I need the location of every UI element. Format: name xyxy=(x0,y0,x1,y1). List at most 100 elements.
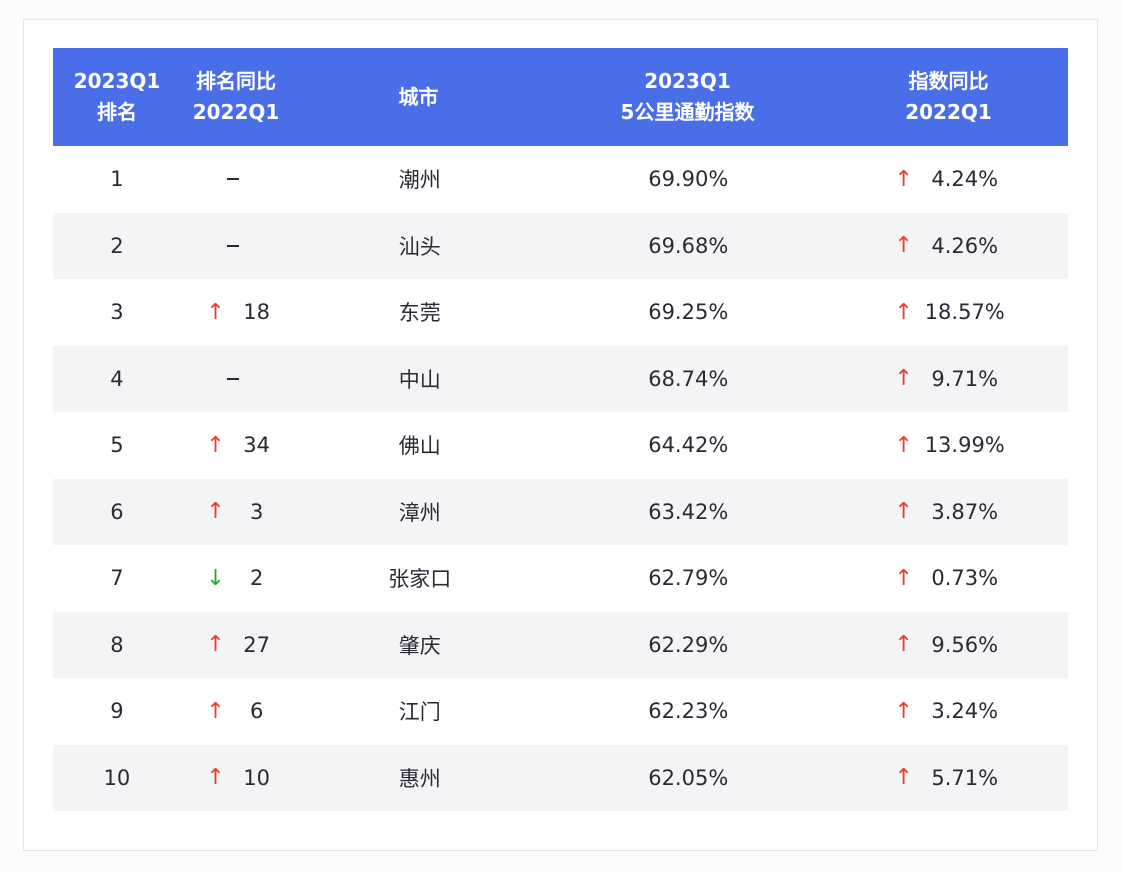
index-change-cell: ↑ 9.71% xyxy=(829,366,1068,391)
header-city-label: 城市 xyxy=(398,84,439,109)
table-row: 7 ↓ 2 张家口 62.79% ↑ 0.73% xyxy=(53,545,1068,612)
city-name: 佛山 xyxy=(398,434,441,459)
header-rank-change-line1: 排名同比 xyxy=(196,69,276,93)
rank-value: 1 xyxy=(110,167,124,192)
table-row: 2 汕头 69.68% ↑ 4.26% xyxy=(53,212,1068,279)
rank-change: ↑ 18 xyxy=(205,300,271,325)
table-frame xyxy=(23,19,1098,851)
header-rank-change: 排名同比 2022Q1 xyxy=(181,48,291,146)
index-cell: 69.68% xyxy=(547,234,829,258)
city-name: 江门 xyxy=(398,700,441,725)
index-change-cell: ↑ 13.99% xyxy=(829,433,1068,458)
arrow-up-icon: ↑ xyxy=(206,765,225,791)
index-cell: 68.74% xyxy=(547,367,829,391)
rank-change: ↑ 34 xyxy=(205,433,271,458)
arrow-down-icon: ↓ xyxy=(206,565,225,591)
table-row: 3 ↑ 18 东莞 69.25% ↑ 18.57% xyxy=(53,279,1068,346)
header-index-change-line1: 指数同比 xyxy=(908,69,989,93)
rank-value: 8 xyxy=(110,632,124,657)
index-change: ↑ 3.24% xyxy=(893,699,1005,724)
arrow-up-icon: ↑ xyxy=(206,432,225,458)
table-body: 1 潮州 69.90% ↑ 4.24% 2 汕头 69.68% ↑ 4.26% … xyxy=(53,146,1068,811)
rank-cell: 9 xyxy=(53,699,183,723)
index-cell: 69.90% xyxy=(547,167,829,191)
index-change: ↑ 4.24% xyxy=(893,167,1005,192)
no-change-dash-icon xyxy=(226,377,239,380)
index-change-value: 9.71% xyxy=(931,366,999,391)
rank-change: ↑ 3 xyxy=(205,499,271,524)
header-index-change-line2: 2022Q1 xyxy=(905,100,992,124)
index-cell: 62.05% xyxy=(547,766,829,790)
city-name: 惠州 xyxy=(398,766,441,791)
index-change-value: 18.57% xyxy=(924,300,1005,325)
city-cell: 漳州 xyxy=(293,497,548,527)
rank-cell: 8 xyxy=(53,633,183,657)
rank-change: ↓ 2 xyxy=(205,566,271,591)
index-cell: 64.42% xyxy=(547,433,829,457)
index-value: 62.23% xyxy=(648,699,729,724)
arrow-up-icon: ↑ xyxy=(206,499,225,525)
header-rank-line2: 排名 xyxy=(97,100,137,124)
arrow-up-icon: ↑ xyxy=(894,366,913,392)
table-row: 10 ↑ 10 惠州 62.05% ↑ 5.71% xyxy=(53,744,1068,811)
index-value: 68.74% xyxy=(648,366,729,391)
index-change: ↑ 0.73% xyxy=(893,566,1005,591)
index-change-value: 5.71% xyxy=(931,765,999,790)
header-city: 城市 xyxy=(291,48,546,146)
table-row: 1 潮州 69.90% ↑ 4.24% xyxy=(53,146,1068,213)
city-cell: 佛山 xyxy=(293,430,548,460)
index-change: ↑ 3.87% xyxy=(893,499,1005,524)
index-value: 62.79% xyxy=(648,566,729,591)
rank-change: ↑ 27 xyxy=(205,632,271,657)
rank-change-value: 18 xyxy=(243,300,270,325)
arrow-up-icon: ↑ xyxy=(894,698,913,724)
index-change-value: 3.24% xyxy=(931,699,999,724)
rank-change xyxy=(226,377,239,380)
index-change-cell: ↑ 3.24% xyxy=(829,699,1068,724)
header-rank: 2023Q1 排名 xyxy=(53,48,181,146)
city-name: 汕头 xyxy=(398,234,441,259)
index-change-cell: ↑ 4.24% xyxy=(829,167,1068,192)
header-commute-index: 2023Q1 5公里通勤指数 xyxy=(546,48,829,146)
table-header: 2023Q1 排名 排名同比 2022Q1 城市 2023Q1 5公里通勤指数 … xyxy=(53,48,1068,146)
index-value: 69.90% xyxy=(648,167,729,192)
index-change-cell: ↑ 4.26% xyxy=(829,233,1068,258)
city-name: 漳州 xyxy=(398,500,441,525)
city-cell: 肇庆 xyxy=(293,630,548,660)
city-name: 张家口 xyxy=(388,567,452,592)
rank-change-cell xyxy=(183,244,293,247)
table-row: 6 ↑ 3 漳州 63.42% ↑ 3.87% xyxy=(53,478,1068,545)
arrow-up-icon: ↑ xyxy=(894,499,913,525)
rank-change-value: 6 xyxy=(249,699,264,724)
city-cell: 汕头 xyxy=(293,231,548,261)
arrow-up-icon: ↑ xyxy=(894,565,913,591)
table-row: 9 ↑ 6 江门 62.23% ↑ 3.24% xyxy=(53,678,1068,745)
rank-change-value: 2 xyxy=(249,566,264,591)
rank-change-cell: ↑ 27 xyxy=(183,632,293,657)
rank-cell: 1 xyxy=(53,167,183,191)
city-name: 潮州 xyxy=(398,168,441,193)
header-index-line2: 5公里通勤指数 xyxy=(620,100,755,124)
arrow-up-icon: ↑ xyxy=(894,233,913,259)
index-change: ↑ 5.71% xyxy=(893,765,1005,790)
rank-change: ↑ 10 xyxy=(205,765,271,790)
city-cell: 潮州 xyxy=(293,164,548,194)
city-cell: 张家口 xyxy=(293,563,548,593)
arrow-up-icon: ↑ xyxy=(206,698,225,724)
index-value: 62.05% xyxy=(648,765,729,790)
rank-change-cell: ↓ 2 xyxy=(183,566,293,591)
index-change: ↑ 4.26% xyxy=(893,233,1005,258)
rank-change-cell: ↑ 10 xyxy=(183,765,293,790)
header-index-change: 指数同比 2022Q1 xyxy=(829,48,1068,146)
arrow-up-icon: ↑ xyxy=(894,166,913,192)
rank-change-cell xyxy=(183,377,293,380)
rank-value: 7 xyxy=(110,566,124,591)
header-index-line1: 2023Q1 xyxy=(644,69,731,93)
index-cell: 62.79% xyxy=(547,566,829,590)
rank-value: 2 xyxy=(110,233,124,258)
index-change: ↑ 18.57% xyxy=(893,300,1005,325)
index-change-value: 9.56% xyxy=(931,632,999,657)
arrow-up-icon: ↑ xyxy=(894,632,913,658)
rank-cell: 6 xyxy=(53,500,183,524)
index-change-value: 0.73% xyxy=(931,566,999,591)
